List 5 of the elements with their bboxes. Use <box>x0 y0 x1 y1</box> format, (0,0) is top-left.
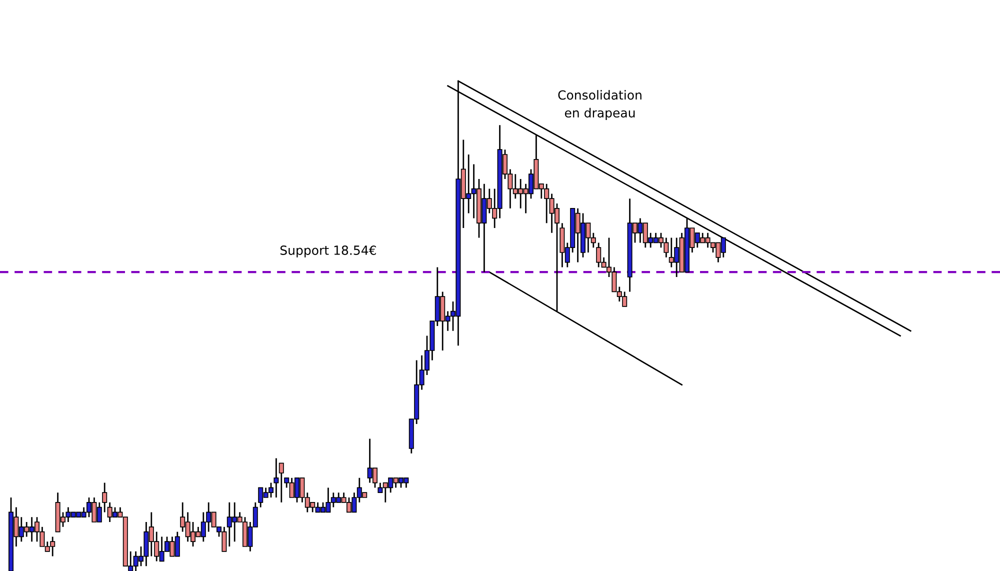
candlestick <box>278 462 284 504</box>
candlestick <box>274 458 279 498</box>
candlestick <box>102 482 108 513</box>
annotation: Consolidation en drapeau <box>558 90 642 120</box>
ref-line-label: Support 18.54€ <box>280 246 376 258</box>
